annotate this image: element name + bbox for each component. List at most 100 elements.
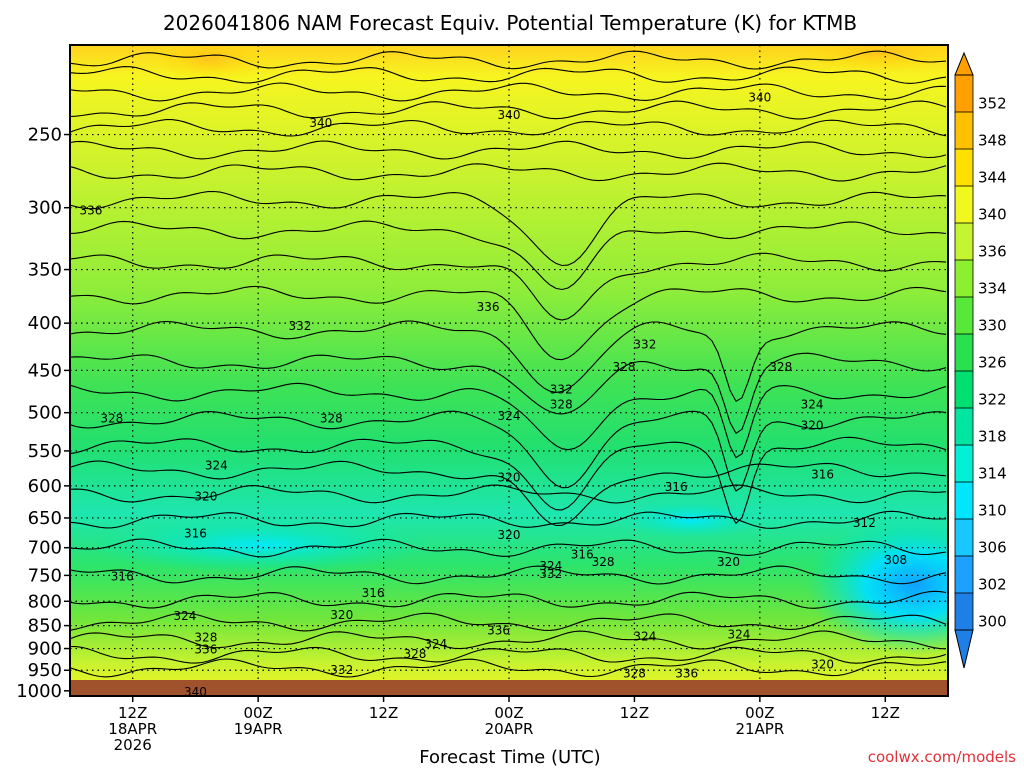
colorbar-label: 300 <box>978 612 1007 630</box>
contour-label: 328 <box>100 411 123 425</box>
contour-label: 324 <box>727 627 750 641</box>
colorbar-segment <box>954 444 974 483</box>
isoline <box>70 645 947 664</box>
contour-label: 328 <box>194 631 217 645</box>
isoline <box>70 66 947 84</box>
contour-label: 316 <box>111 569 134 583</box>
contour-label: 328 <box>403 647 426 661</box>
colorbar-label: 348 <box>978 131 1007 149</box>
colorbar-segment <box>954 481 974 520</box>
colorbar-label: 306 <box>978 538 1007 556</box>
x-tick-label: 12Z <box>871 704 900 722</box>
y-tick-label: 950 <box>28 660 62 681</box>
y-tick-label: 900 <box>28 639 62 660</box>
contour-label: 324 <box>205 458 228 472</box>
isoline <box>70 119 947 137</box>
colorbar-label: 302 <box>978 575 1007 593</box>
contour-label: 336 <box>477 300 500 314</box>
contour-label: 308 <box>884 553 907 567</box>
y-tick-label: 250 <box>28 125 62 146</box>
y-tick-label: 400 <box>28 313 62 334</box>
colorbar-label: 352 <box>978 94 1007 112</box>
cold-pool-central <box>620 502 760 538</box>
y-tick-label: 850 <box>28 616 62 637</box>
y-tick-label: 550 <box>28 441 62 462</box>
contour-label: 332 <box>330 663 353 677</box>
colorbar-label: 344 <box>978 168 1007 186</box>
colorbar-segment <box>954 74 974 113</box>
contour-label: 320 <box>194 489 217 503</box>
contour-label: 320 <box>498 528 521 542</box>
isoline <box>70 100 947 120</box>
colorbar-segment <box>954 111 974 150</box>
contour-label: 336 <box>194 642 217 656</box>
colorbar-extend-bottom <box>954 629 974 669</box>
x-tick-label: 18APR <box>108 720 157 738</box>
isoline <box>70 82 947 102</box>
contour-label: 316 <box>571 548 594 562</box>
isoline <box>70 162 947 182</box>
colorbar-segment <box>954 259 974 298</box>
contour-label: 316 <box>362 586 385 600</box>
x-tick-label: 12Z <box>369 704 398 722</box>
contour-label: 328 <box>592 555 615 569</box>
cold-pool-west <box>90 517 430 573</box>
contour-label: 332 <box>550 383 573 397</box>
colorbar-label: 318 <box>978 427 1007 445</box>
y-tick-label: 350 <box>28 260 62 281</box>
contour-lines <box>70 50 947 678</box>
contour-label: 320 <box>811 657 834 671</box>
isoline <box>70 220 947 291</box>
isoline <box>70 285 947 361</box>
x-axis-label: Forecast Time (UTC) <box>419 747 600 768</box>
y-tick-label: 600 <box>28 476 62 497</box>
chart-title: 2026041806 NAM Forecast Equiv. Potential… <box>163 11 857 35</box>
colorbar-extend-top <box>954 51 974 76</box>
isoline <box>70 484 947 504</box>
isoline <box>70 460 947 527</box>
colorbar-label: 326 <box>978 353 1007 371</box>
x-tick-label: 00Z <box>494 704 523 722</box>
contour-label: 324 <box>539 559 562 573</box>
contour-label: 324 <box>174 609 197 623</box>
contour-label: 320 <box>717 555 740 569</box>
colorbar-segment <box>954 407 974 446</box>
contour-label: 328 <box>550 398 573 412</box>
x-tick-label: 00Z <box>243 704 272 722</box>
cold-pool-east <box>805 515 948 655</box>
ground-strip <box>70 680 948 696</box>
x-tick-label: 00Z <box>745 704 774 722</box>
contour-label: 340 <box>184 685 207 699</box>
colorbar-label: 340 <box>978 205 1007 223</box>
warm-pool-west <box>150 45 270 80</box>
isoline <box>70 382 947 459</box>
contour-label: 320 <box>498 471 521 485</box>
contour-label: 328 <box>769 360 792 374</box>
contour-label: 332 <box>539 567 562 581</box>
isoline <box>70 50 947 70</box>
colorbar-segment <box>954 296 974 335</box>
x-tick-label: 21APR <box>735 720 784 738</box>
colorbar-label: 334 <box>978 279 1007 297</box>
isoline <box>70 252 947 321</box>
contour-label: 340 <box>309 116 332 130</box>
colorbar-segment <box>954 333 974 372</box>
contour-label: 336 <box>79 203 102 217</box>
colorbar-label: 322 <box>978 390 1007 408</box>
y-tick-label: 800 <box>28 591 62 612</box>
y-tick-label: 650 <box>28 508 62 529</box>
colorbar-label: 310 <box>978 501 1007 519</box>
contour-label: 340 <box>748 91 771 105</box>
colorbar-segment <box>954 518 974 557</box>
contour-label: 332 <box>633 338 656 352</box>
contour-label: 316 <box>665 480 688 494</box>
contour-label: 320 <box>330 608 353 622</box>
colorbar-segment <box>954 222 974 261</box>
colorbar: 352 348 344 340 336 334 330 326 322 318 314 310 306 3… <box>954 51 1007 669</box>
y-axis: 2503003504004505005506006507007508008509… <box>16 125 70 702</box>
isoline <box>70 612 947 632</box>
warm-pool-east <box>800 45 948 72</box>
watermark: coolwx.com/models <box>868 748 1016 766</box>
